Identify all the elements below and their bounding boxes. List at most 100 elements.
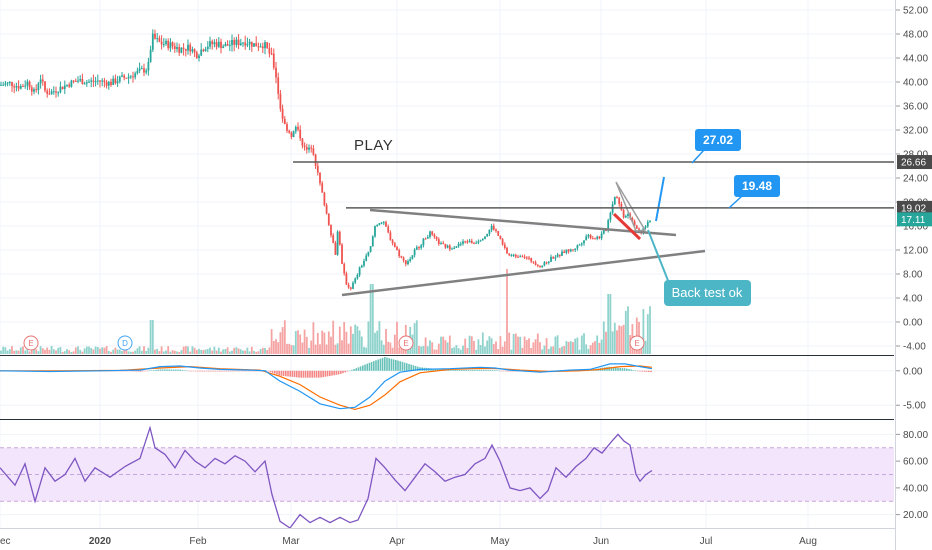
macd-histogram-bar [637, 370, 639, 372]
flag-outline[interactable] [615, 181, 647, 232]
candle-body [169, 42, 172, 49]
macd-histogram-bar [474, 369, 476, 371]
candle-body [299, 129, 302, 139]
lower-trendline[interactable] [341, 249, 706, 297]
macd-histogram-bar [634, 370, 637, 372]
candle-body [145, 70, 148, 73]
time-scale[interactable]: ec 2020 Feb Mar Apr May Jun Jul Aug [0, 536, 817, 547]
candle-body [310, 147, 313, 149]
price-scale[interactable]: 52.00 48.00 44.00 40.00 36.00 32.00 28.00 24.00… [896, 0, 932, 550]
volume-bar [154, 349, 156, 354]
volume-bar [574, 338, 577, 354]
candle-body [319, 172, 321, 184]
candle-body [545, 262, 548, 264]
macd-histogram-bar [615, 367, 617, 371]
macd-histogram-bar [137, 370, 140, 372]
volume-bar [391, 347, 394, 354]
candle-body [622, 210, 625, 218]
macd-histogram-bar [309, 370, 311, 378]
candle-body [85, 82, 88, 84]
macd-histogram-bar [221, 370, 223, 372]
candle-body [39, 79, 42, 84]
macd-histogram-bar [276, 370, 278, 375]
macd-histogram-bar [192, 370, 195, 372]
candle-body [125, 77, 128, 79]
flag-red-line[interactable] [612, 212, 642, 241]
candle-body [389, 232, 392, 241]
macd-histogram-bar [480, 369, 483, 371]
candle-body [103, 80, 106, 83]
macd-tick-label: 0.00 [903, 366, 923, 377]
macd-histogram-bar [478, 369, 481, 371]
candle-body [512, 254, 515, 256]
volume-bar [171, 350, 174, 354]
candle-body [281, 108, 284, 119]
volume-bar [393, 334, 396, 354]
volume-bar [422, 346, 425, 354]
volume-bar [37, 351, 40, 354]
volume-bar [149, 320, 152, 354]
macd-histogram-bar [390, 358, 393, 371]
volume-bar [468, 335, 471, 354]
volume-bar [294, 331, 297, 354]
volume-bar [184, 346, 187, 354]
callout-19[interactable]: 19.48 [728, 175, 780, 209]
volume-bar [88, 346, 90, 354]
candle-body [288, 130, 291, 133]
trendlines[interactable] [341, 176, 706, 297]
macd-histogram-bar [417, 366, 419, 371]
flag-pole-blue[interactable] [655, 176, 665, 222]
macd-histogram-bar [368, 362, 371, 371]
macd-histogram-bar [146, 370, 148, 372]
macd-histogram-bar [216, 370, 219, 372]
level-tag [897, 200, 932, 215]
volume-bar [178, 351, 181, 354]
upper-trendline[interactable] [369, 208, 677, 237]
macd-histogram-bar [362, 365, 364, 371]
price-tick-label: -4.00 [903, 342, 926, 353]
candle-body [77, 80, 79, 82]
volume-bar [624, 310, 627, 354]
volume-bar [105, 346, 108, 354]
candle-body [481, 238, 484, 241]
candle-body [160, 41, 163, 45]
candle-body [171, 42, 174, 47]
callout-27[interactable]: 27.02 [691, 129, 741, 164]
volume-bar [580, 335, 583, 354]
back-test-note[interactable]: Back test ok [647, 229, 751, 306]
candle-body [649, 221, 651, 223]
candle-body [290, 132, 293, 137]
candle-body [101, 80, 104, 82]
macd-histogram-bar [122, 370, 124, 372]
price-axis-bg [896, 0, 932, 550]
candle-body [646, 221, 649, 227]
candle-body [594, 238, 596, 240]
volume-bar [209, 347, 211, 354]
candle-body [118, 76, 121, 82]
candle-body [644, 226, 647, 228]
candle-body [631, 218, 634, 222]
volume-bar [506, 269, 508, 354]
candle-body [305, 146, 308, 150]
candle-body [314, 154, 317, 166]
time-tick-label: Jun [593, 536, 609, 547]
candle-body [523, 256, 526, 258]
candle-body [367, 251, 370, 256]
volume-bar [151, 320, 154, 354]
volume-bar [484, 346, 486, 354]
macd-histogram-bar [639, 370, 641, 372]
volume-bar [0, 350, 2, 354]
volume-bar [349, 326, 352, 354]
candle-body [363, 260, 365, 266]
macd-histogram-bar [375, 360, 377, 371]
volume-bar [554, 336, 557, 354]
candle-body [213, 42, 216, 45]
candle-body [534, 262, 537, 265]
macd-histogram-bar [610, 366, 613, 371]
volume-bar [490, 338, 493, 354]
horizontal-levels[interactable] [293, 161, 894, 209]
volume-bar [501, 346, 504, 354]
